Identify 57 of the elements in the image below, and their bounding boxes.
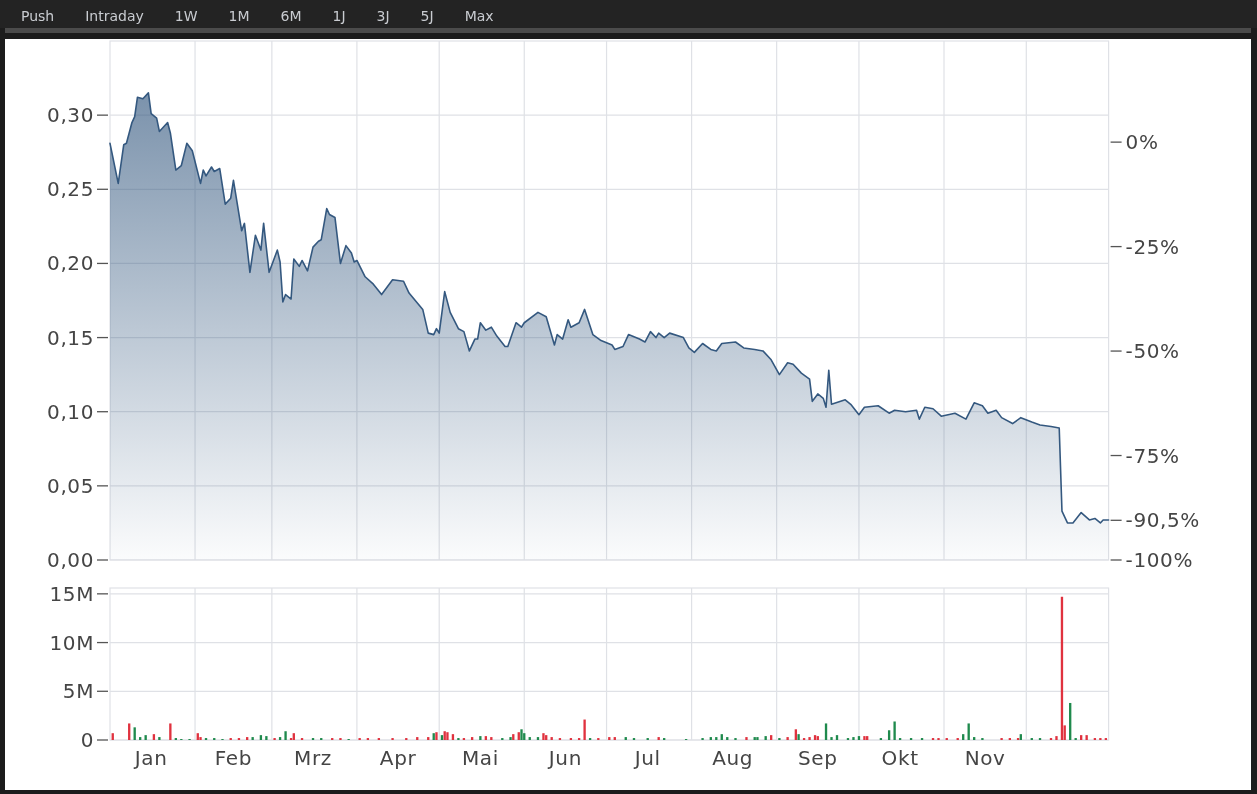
text: 3J	[376, 8, 390, 24]
y-tick-label: 0,05	[47, 473, 94, 498]
y-tick-label: 0	[80, 728, 94, 752]
y-tick-label: 15M	[49, 581, 94, 606]
x-tick-label: Sep	[798, 746, 838, 770]
bar	[1055, 736, 1058, 740]
y-tick-label: 0,20	[47, 251, 94, 276]
x-tick-label: Okt	[881, 746, 919, 770]
y-tick-label: 0,10	[47, 399, 94, 424]
bar	[443, 731, 446, 740]
bar	[770, 735, 773, 740]
bar	[1085, 735, 1088, 740]
x-tick-label: Jun	[546, 746, 582, 770]
x-tick-label: Apr	[379, 746, 417, 770]
text: Push	[21, 8, 55, 24]
text: Max	[464, 8, 494, 24]
bar	[440, 735, 444, 740]
bar	[542, 733, 545, 740]
y2-tick-label: 0%	[1125, 130, 1159, 155]
bar	[583, 719, 586, 740]
text: 1M	[228, 8, 250, 24]
y-tick-label: 0,15	[47, 325, 94, 350]
x-tick-label: Mrz	[294, 746, 332, 770]
y2-tick-label: -50%	[1125, 339, 1180, 364]
y2-tick-label: -25%	[1125, 234, 1180, 259]
y-tick-label: 5M	[62, 679, 94, 704]
x-tick-label: Mai	[461, 746, 499, 770]
y-tick-label: 0,00	[47, 548, 94, 572]
y2-tick-label: -75%	[1125, 443, 1180, 468]
text: 1J	[332, 8, 346, 24]
bar	[1080, 735, 1083, 740]
x-tick-label: Feb	[214, 746, 253, 770]
bar	[745, 737, 748, 740]
y-tick-label: 0,25	[47, 177, 94, 202]
text: 1W	[174, 8, 198, 24]
bar	[852, 737, 855, 740]
x-tick-label: Nov	[964, 746, 1006, 770]
text: Intraday	[85, 8, 144, 24]
bar	[545, 735, 548, 740]
bar	[893, 721, 896, 740]
bar	[786, 737, 789, 740]
bar	[479, 736, 482, 740]
y-tick-label: 0,30	[47, 103, 94, 128]
bar	[797, 734, 800, 740]
bar	[835, 735, 839, 740]
bar	[808, 737, 811, 740]
y-tick-label: 10M	[49, 630, 94, 655]
x-tick-label: Jan	[132, 746, 168, 770]
x-tick-label: Jul	[632, 746, 661, 770]
bar	[284, 731, 287, 740]
text: 6M	[280, 8, 302, 24]
bar	[830, 737, 833, 740]
bar	[446, 732, 449, 740]
y2-tick-label: -100%	[1125, 548, 1194, 572]
text: 5J	[420, 8, 434, 24]
y2-tick-label: -90,5%	[1125, 508, 1200, 533]
x-tick-label: Aug	[712, 746, 754, 770]
